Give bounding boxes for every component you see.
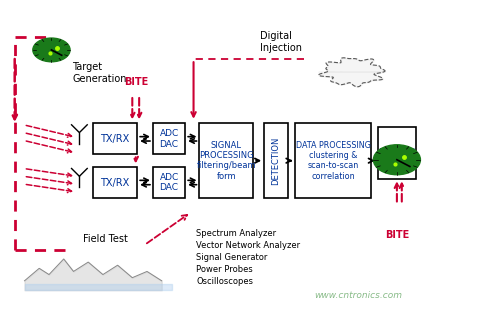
- Bar: [199, 123, 253, 198]
- Text: Spectrum Analyzer
Vector Network Analyzer
Signal Generator
Power Probes
Oscillos: Spectrum Analyzer Vector Network Analyze…: [196, 229, 300, 285]
- Bar: [153, 123, 185, 154]
- Bar: [93, 123, 137, 154]
- Bar: [93, 167, 137, 198]
- Bar: [378, 127, 416, 178]
- Text: TX/RX: TX/RX: [100, 178, 130, 188]
- Bar: [153, 167, 185, 198]
- Text: BITE: BITE: [124, 77, 148, 87]
- Text: ADC
DAC: ADC DAC: [159, 173, 179, 192]
- Text: SIGNAL
PROCESSING
filtering/beam
form: SIGNAL PROCESSING filtering/beam form: [196, 141, 256, 181]
- Bar: [295, 123, 371, 198]
- Circle shape: [373, 145, 420, 175]
- Text: www.cntronics.com: www.cntronics.com: [314, 291, 402, 300]
- Text: Target
Generation: Target Generation: [73, 62, 127, 84]
- Bar: [264, 123, 288, 198]
- Text: DETECTION: DETECTION: [271, 136, 280, 185]
- Text: ADC
DAC: ADC DAC: [159, 129, 179, 149]
- Circle shape: [33, 38, 70, 62]
- Text: TX/RX: TX/RX: [100, 134, 130, 144]
- Text: Digital
Injection: Digital Injection: [260, 32, 302, 53]
- Text: DISPLAY: DISPLAY: [379, 149, 415, 157]
- Text: Field Test: Field Test: [83, 234, 128, 244]
- Text: BITE: BITE: [385, 230, 409, 240]
- Text: DATA PROCESSING
clustering &
scan-to-scan
correlation: DATA PROCESSING clustering & scan-to-sca…: [296, 141, 370, 181]
